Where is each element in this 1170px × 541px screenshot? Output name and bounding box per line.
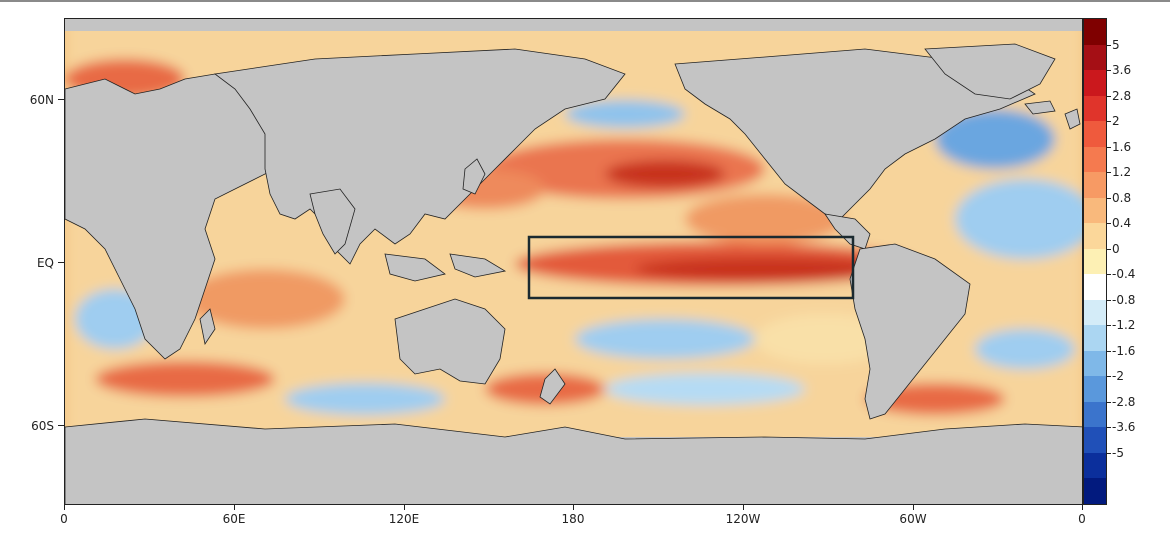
x-tick-60e <box>234 505 235 510</box>
colorbar-label: -3.6 <box>1112 420 1136 435</box>
y-tick-60s <box>58 425 64 426</box>
japan <box>462 158 486 195</box>
colorbar-segment <box>1084 95 1106 122</box>
x-label-180: 180 <box>561 512 585 526</box>
colorbar-label: 3.6 <box>1112 63 1132 78</box>
colorbar-label: 2 <box>1112 114 1120 129</box>
south-america <box>849 243 971 420</box>
colorbar-tick <box>1107 121 1111 123</box>
colorbar-segment <box>1084 299 1106 326</box>
colorbar-label: -0.8 <box>1112 292 1136 307</box>
colorbar <box>1083 18 1107 505</box>
iceland <box>1024 100 1056 115</box>
colorbar-segment <box>1084 376 1106 403</box>
colorbar-segment <box>1084 19 1106 45</box>
y-label-60s: 60S <box>31 419 54 433</box>
colorbar-label: 1.2 <box>1112 165 1132 180</box>
colorbar-segment <box>1084 427 1106 454</box>
top-border <box>0 0 1170 2</box>
equatorial-pacific-box <box>527 235 855 300</box>
y-label-60n: 60N <box>29 93 54 107</box>
antarctica <box>65 418 1082 504</box>
greenland <box>924 43 1056 100</box>
colorbar-label: 2.8 <box>1112 88 1132 103</box>
colorbar-segment <box>1084 274 1106 301</box>
colorbar-label: 1.6 <box>1112 139 1132 154</box>
colorbar-segment <box>1084 401 1106 428</box>
x-tick-0 <box>64 505 65 510</box>
land-masses <box>65 43 1082 504</box>
colorbar-tick <box>1107 95 1111 97</box>
colorbar-label: -0.4 <box>1112 267 1136 282</box>
colorbar-tick <box>1107 427 1111 429</box>
y-tick-eq <box>58 262 64 263</box>
colorbar-segment <box>1084 350 1106 377</box>
colorbar-tick <box>1107 376 1111 378</box>
colorbar-label: -5 <box>1112 445 1124 460</box>
x-label-120e: 120E <box>388 512 420 526</box>
colorbar-segment <box>1084 121 1106 148</box>
colorbar-segment <box>1084 325 1106 352</box>
x-label-0: 0 <box>60 512 68 526</box>
x-label-60e: 60E <box>222 512 246 526</box>
x-label-60w: 60W <box>899 512 927 526</box>
colorbar-tick <box>1107 146 1111 148</box>
colorbar-tick <box>1107 452 1111 454</box>
colorbar-segment <box>1084 248 1106 275</box>
x-tick-0-end <box>1082 505 1083 510</box>
colorbar-label: -1.6 <box>1112 343 1136 358</box>
madagascar <box>199 308 216 346</box>
colorbar-segment <box>1084 70 1106 97</box>
colorbar-tick <box>1107 223 1111 225</box>
colorbar-segment <box>1084 146 1106 173</box>
colorbar-segment <box>1084 172 1106 199</box>
uk <box>1064 108 1081 130</box>
colorbar-segment <box>1084 478 1106 505</box>
colorbar-label: -2 <box>1112 369 1124 384</box>
colorbar-label: -2.8 <box>1112 394 1136 409</box>
colorbar-tick <box>1107 325 1111 327</box>
colorbar-segment <box>1084 44 1106 71</box>
x-tick-120w <box>743 505 744 510</box>
colorbar-segment <box>1084 223 1106 250</box>
sst-anomaly-map <box>64 18 1083 505</box>
colorbar-tick <box>1107 70 1111 72</box>
x-tick-60w <box>913 505 914 510</box>
x-label-0-end: 0 <box>1078 512 1086 526</box>
colorbar-tick <box>1107 401 1111 403</box>
map-canvas <box>65 19 1082 504</box>
colorbar-label: 0.8 <box>1112 190 1132 205</box>
africa-europe <box>65 73 286 360</box>
colorbar-tick <box>1107 197 1111 199</box>
colorbar-label: 0.4 <box>1112 216 1132 231</box>
australia <box>394 298 506 385</box>
colorbar-tick <box>1107 248 1111 250</box>
x-tick-120e <box>404 505 405 510</box>
colorbar-segment <box>1084 452 1106 479</box>
new-guinea <box>449 253 507 278</box>
y-label-eq: EQ <box>36 256 54 270</box>
colorbar-tick <box>1107 350 1111 352</box>
colorbar-segment <box>1084 197 1106 224</box>
colorbar-label: 5 <box>1112 37 1120 52</box>
x-tick-180 <box>573 505 574 510</box>
colorbar-tick <box>1107 172 1111 174</box>
india <box>309 188 356 255</box>
colorbar-label: -1.2 <box>1112 318 1136 333</box>
indonesia <box>384 253 446 282</box>
x-label-120w: 120W <box>725 512 761 526</box>
new-zealand <box>539 368 566 405</box>
colorbar-tick <box>1107 299 1111 301</box>
colorbar-tick <box>1107 44 1111 46</box>
y-tick-60n <box>58 99 64 100</box>
colorbar-label: 0 <box>1112 241 1120 256</box>
colorbar-tick <box>1107 274 1111 276</box>
